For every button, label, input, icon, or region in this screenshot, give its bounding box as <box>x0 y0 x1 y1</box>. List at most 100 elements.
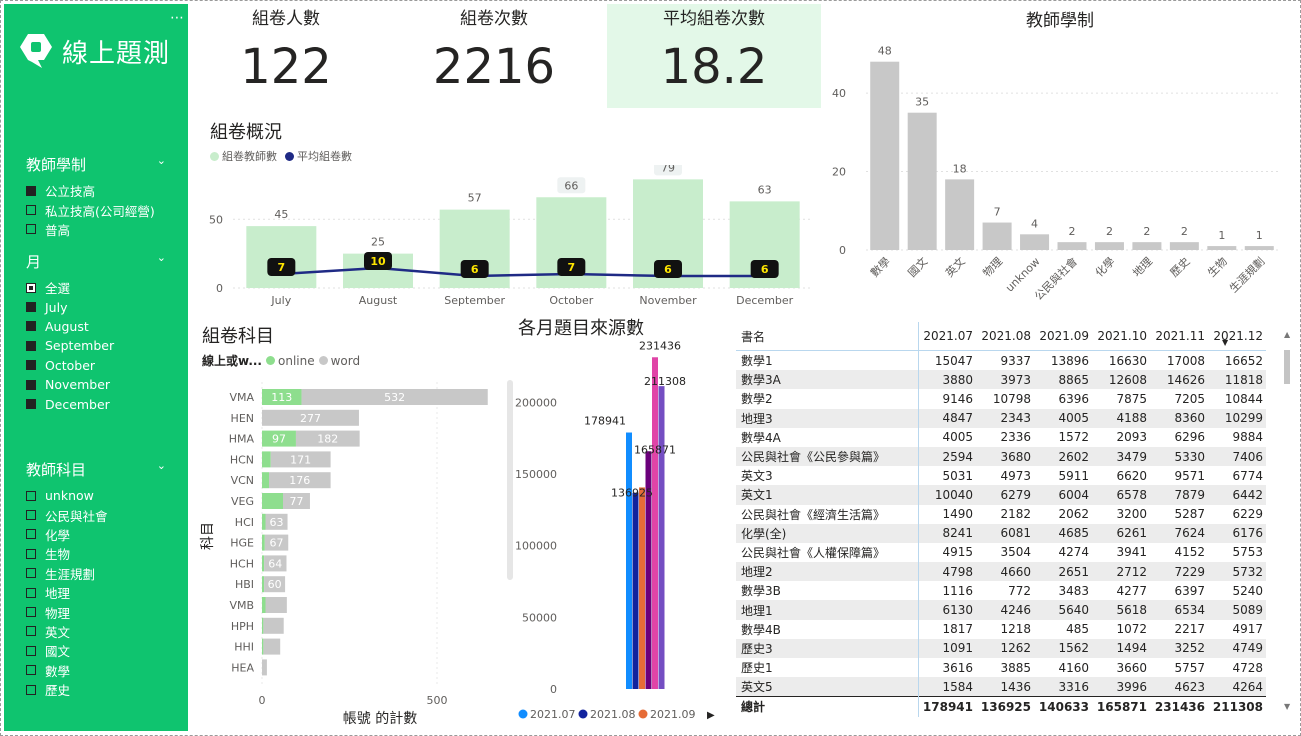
table-row[interactable]: 地理1 6130 4246 5640 5618 6534 5089 <box>736 600 1266 620</box>
chart-scrollbar[interactable] <box>507 380 513 580</box>
bar-word[interactable] <box>283 493 310 509</box>
bar-online[interactable] <box>262 472 269 489</box>
bar-word[interactable] <box>264 576 286 593</box>
checkbox[interactable] <box>26 665 36 676</box>
checkbox[interactable] <box>26 490 36 501</box>
scroll-down-icon[interactable]: ▼ <box>1284 702 1291 711</box>
bar-online[interactable] <box>262 451 271 468</box>
bar-word[interactable] <box>262 409 359 426</box>
column-header[interactable]: 2021.11 <box>1150 322 1208 351</box>
bar[interactable] <box>639 487 645 689</box>
checkbox[interactable] <box>26 185 36 196</box>
subject-option[interactable]: 英文 <box>26 622 166 641</box>
checkbox[interactable] <box>26 379 36 390</box>
column-header[interactable]: 2021.08 <box>976 322 1034 351</box>
bar-online[interactable] <box>262 430 296 447</box>
table-row[interactable]: 公民與社會《人權保障篇》 4915 3504 4274 3941 4152 5753 <box>736 542 1266 563</box>
bar[interactable] <box>870 61 900 250</box>
checkbox[interactable] <box>26 626 36 637</box>
bar[interactable] <box>1207 246 1237 250</box>
table-row[interactable]: 數學3A 3880 3973 8865 12608 14626 11818 <box>736 370 1266 390</box>
bar[interactable] <box>246 226 317 288</box>
month-option[interactable]: July <box>26 297 166 316</box>
bar[interactable] <box>1020 234 1050 250</box>
bar-word[interactable] <box>270 451 331 468</box>
bar[interactable] <box>907 112 937 250</box>
bar-online[interactable] <box>262 555 265 572</box>
bar-word[interactable] <box>265 597 287 613</box>
table-row[interactable]: 數學4B 1817 1218 485 1072 2217 4917 <box>736 619 1266 639</box>
subject-option[interactable]: 國文 <box>26 641 166 660</box>
bar[interactable] <box>1169 242 1199 250</box>
edu-option[interactable]: 私立技高(公司經營) <box>26 200 166 219</box>
bar-online[interactable] <box>262 493 283 509</box>
bar-online[interactable] <box>262 513 266 530</box>
bar-online[interactable] <box>262 576 265 593</box>
table-row[interactable]: 英文5 1584 1436 3316 3996 4623 4264 <box>736 677 1266 697</box>
column-header[interactable]: 2021.10 <box>1092 322 1150 351</box>
checkbox[interactable] <box>26 321 36 332</box>
month-option[interactable]: October <box>26 356 166 375</box>
chevron-down-icon[interactable]: ⌄ <box>156 154 166 167</box>
avg-line[interactable] <box>281 266 765 278</box>
bar[interactable] <box>982 222 1012 250</box>
bar-online[interactable] <box>262 534 265 551</box>
table-row[interactable]: 化學(全) 8241 6081 4685 6261 7624 6176 <box>736 523 1266 543</box>
bar[interactable] <box>632 492 639 689</box>
bar-online[interactable] <box>262 638 264 655</box>
table-row[interactable]: 數學4A 4005 2336 1572 2093 6296 9884 <box>736 427 1266 447</box>
column-header[interactable]: 2021.12 ▼ <box>1208 322 1266 351</box>
table-row[interactable]: 數學1 15047 9337 13896 16630 17008 16652 <box>736 350 1266 371</box>
scroll-up-icon[interactable]: ▲ <box>1284 330 1291 339</box>
table-row[interactable]: 歷史3 1091 1262 1562 1494 3252 4749 <box>736 638 1266 658</box>
checkbox[interactable] <box>26 360 36 371</box>
bar-word[interactable] <box>301 389 488 405</box>
bar-word[interactable] <box>295 430 360 447</box>
checkbox[interactable] <box>26 282 36 293</box>
subject-option[interactable]: 數學 <box>26 661 166 680</box>
bar[interactable] <box>1132 242 1162 250</box>
checkbox[interactable] <box>26 510 36 521</box>
checkbox[interactable] <box>26 645 36 656</box>
edu-option[interactable]: 普高 <box>26 220 166 239</box>
bar-online[interactable] <box>262 597 266 613</box>
bar[interactable] <box>945 179 975 250</box>
column-header[interactable]: 2021.09 <box>1034 322 1092 351</box>
subject-option[interactable]: 物理 <box>26 602 166 621</box>
bar-online[interactable] <box>262 389 302 405</box>
legend-label[interactable]: 2021.08 <box>590 708 636 721</box>
checkbox[interactable] <box>26 548 36 559</box>
month-option[interactable]: November <box>26 375 166 394</box>
checkbox[interactable] <box>26 224 36 235</box>
month-option[interactable]: August <box>26 317 166 336</box>
checkbox[interactable] <box>26 399 36 410</box>
subject-option[interactable]: 化學 <box>26 525 166 544</box>
bar-word[interactable] <box>263 638 281 655</box>
column-header[interactable]: 2021.07 <box>918 322 976 351</box>
edu-option[interactable]: 公立技高 <box>26 181 166 200</box>
table-row[interactable]: 英文3 5031 4973 5911 6620 9571 6774 <box>736 466 1266 486</box>
legend-label[interactable]: 2021.07 <box>530 708 576 721</box>
bar[interactable] <box>1057 242 1087 250</box>
bar-word[interactable] <box>262 659 267 676</box>
chevron-down-icon[interactable]: ⌄ <box>156 251 166 264</box>
bar-word[interactable] <box>264 555 287 572</box>
checkbox[interactable] <box>26 587 36 598</box>
more-options-icon[interactable]: ⋯ <box>170 10 184 26</box>
bar-word[interactable] <box>264 534 289 551</box>
checkbox[interactable] <box>26 205 36 216</box>
checkbox[interactable] <box>26 684 36 695</box>
subject-option[interactable]: 地理 <box>26 583 166 602</box>
legend-label[interactable]: 2021.09 <box>650 708 696 721</box>
table-scrollbar[interactable]: ▲ ▼ <box>1283 330 1291 712</box>
bar[interactable] <box>1094 242 1124 250</box>
month-option[interactable]: 全選 <box>26 278 166 297</box>
bar[interactable] <box>1244 246 1274 250</box>
sort-desc-icon[interactable]: ▼ <box>1222 338 1229 347</box>
checkbox[interactable] <box>26 568 36 579</box>
table-row[interactable]: 地理3 4847 2343 4005 4188 8360 10299 <box>736 408 1266 428</box>
chevron-down-icon[interactable]: ⌄ <box>156 459 166 472</box>
subject-option[interactable]: 生物 <box>26 544 166 563</box>
bar[interactable] <box>652 357 658 689</box>
table-row[interactable]: 歷史1 3616 3885 4160 3660 5757 4728 <box>736 658 1266 678</box>
